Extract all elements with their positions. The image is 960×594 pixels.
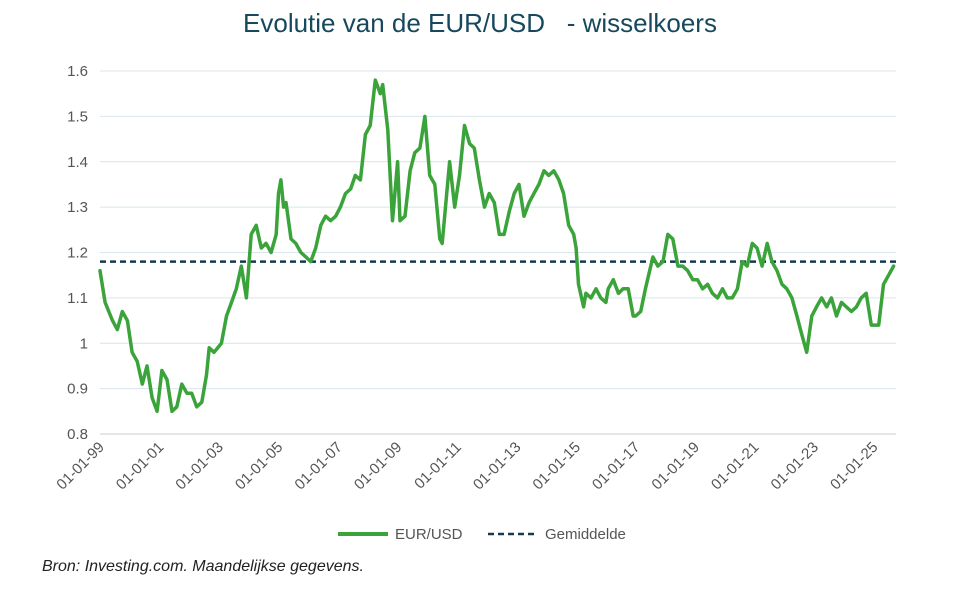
x-tick-label: 01-01-03 [172, 439, 226, 493]
legend-label-eurusd: EUR/USD [395, 526, 463, 543]
y-tick-label: 1.3 [67, 199, 88, 216]
y-tick-label: 1.6 [67, 63, 88, 80]
x-tick-label: 01-01-05 [232, 439, 286, 493]
legend-label-average: Gemiddelde [545, 526, 626, 543]
y-tick-label: 1.4 [67, 154, 88, 171]
x-tick-label: 01-01-23 [768, 439, 822, 493]
x-tick-label: 01-01-01 [113, 439, 167, 493]
x-tick-label: 01-01-25 [827, 439, 881, 493]
y-tick-label: 1.2 [67, 245, 88, 262]
x-tick-label: 01-01-13 [470, 439, 524, 493]
legend: EUR/USD Gemiddelde [338, 526, 626, 543]
x-tick-label: 01-01-99 [53, 439, 107, 493]
x-tick-label: 01-01-09 [351, 439, 405, 493]
x-tick-label: 01-01-21 [708, 439, 762, 493]
eurusd-line [98, 78, 896, 414]
y-tick-label: 1 [80, 335, 88, 352]
series-layer [98, 78, 896, 414]
x-axis-ticks: 01-01-99 01-01-01 01-01-03 01-01-05 01-01-07… [53, 439, 881, 493]
x-tick-label: 01-01-17 [589, 439, 643, 493]
x-tick-label: 01-01-19 [648, 439, 702, 493]
x-tick-label: 01-01-07 [291, 439, 345, 493]
y-axis-ticks: 0.8 0.9 1 1.1 1.2 1.3 1.4 1.5 1.6 [67, 63, 88, 443]
y-tick-label: 0.8 [67, 426, 88, 443]
y-tick-label: 1.1 [67, 290, 88, 307]
source-note: Bron: Investing.com. Maandelijkse gegeve… [42, 558, 364, 575]
x-tick-label: 01-01-11 [411, 439, 465, 493]
y-tick-label: 0.9 [67, 381, 88, 398]
y-tick-label: 1.5 [67, 108, 88, 125]
x-tick-label: 01-01-15 [529, 439, 583, 493]
chart-title: Evolutie van de EUR/USD - wisselkoers [243, 8, 717, 38]
grid-lines [100, 70, 896, 435]
